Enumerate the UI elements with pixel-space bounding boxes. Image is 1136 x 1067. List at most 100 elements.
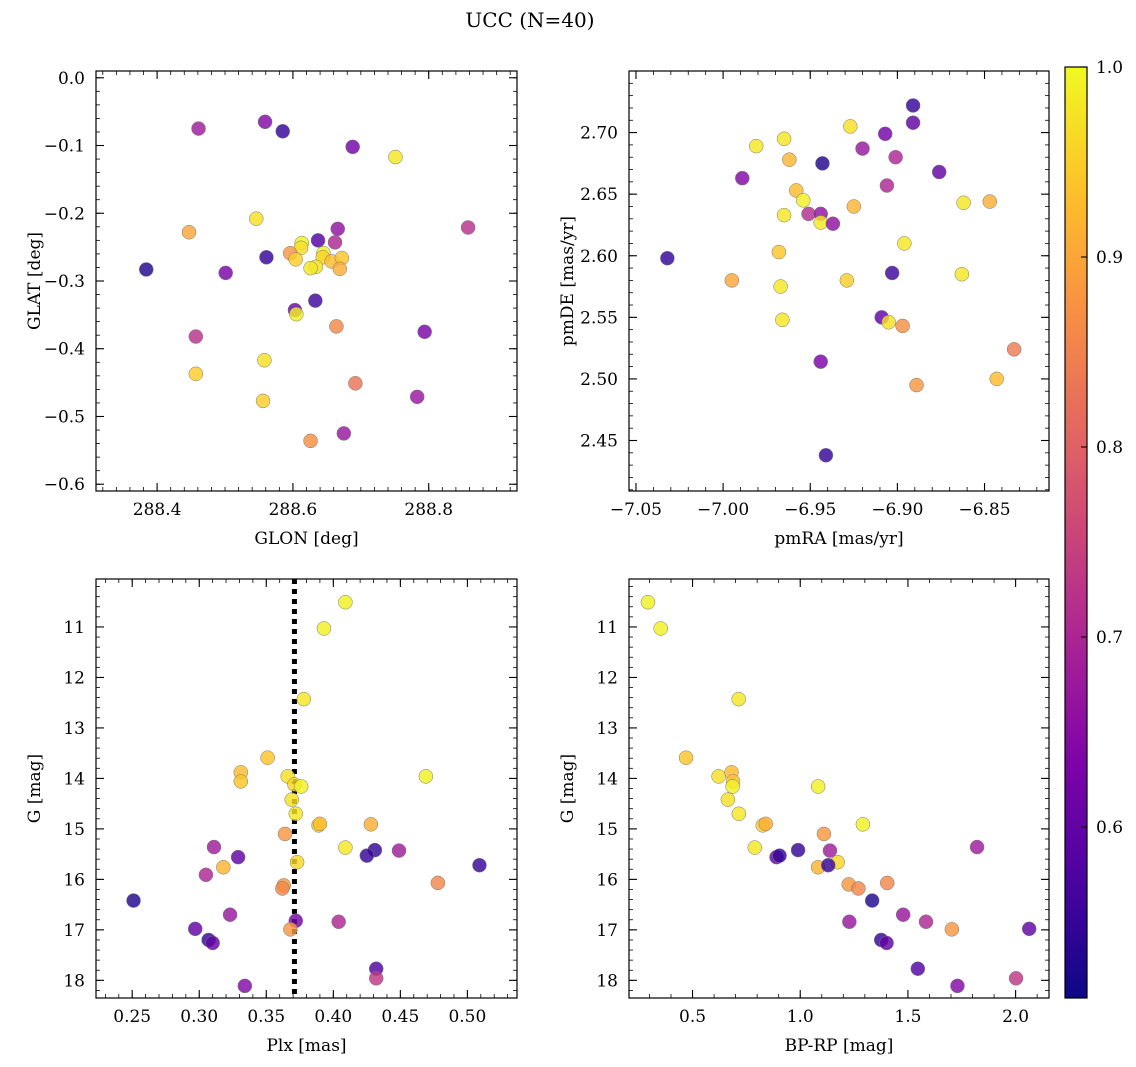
- data-point: [187, 921, 203, 937]
- y-tick-label: 15: [63, 820, 85, 840]
- data-point: [460, 220, 476, 235]
- y-tick-label: 2.60: [580, 247, 618, 267]
- data-point: [308, 293, 323, 308]
- data-point: [813, 215, 828, 230]
- x-tick-label: 1.5: [894, 1007, 921, 1027]
- data-point: [303, 433, 318, 449]
- data-point: [773, 279, 788, 294]
- x-tick-label: 288.6: [269, 500, 318, 520]
- data-point: [851, 881, 866, 896]
- data-point: [813, 354, 828, 369]
- data-point: [310, 233, 326, 248]
- data-point: [417, 324, 432, 340]
- data-point: [329, 319, 344, 334]
- data-point: [678, 750, 694, 765]
- data-point: [782, 152, 797, 167]
- data-point: [289, 306, 304, 322]
- data-point: [255, 393, 271, 409]
- data-point: [430, 875, 446, 891]
- data-point: [747, 840, 763, 855]
- x-tick-label: 0.50: [448, 1007, 486, 1027]
- data-point: [222, 907, 238, 922]
- data-point: [288, 806, 304, 821]
- data-point: [954, 266, 970, 282]
- data-point: [731, 691, 746, 707]
- data-point: [839, 273, 855, 288]
- data-point: [918, 914, 934, 930]
- data-point: [260, 750, 275, 765]
- data-point: [296, 691, 312, 707]
- data-point: [735, 170, 750, 186]
- data-point: [233, 774, 249, 789]
- data-point: [846, 199, 862, 214]
- data-point: [181, 224, 197, 240]
- y-tick-label: 17: [63, 921, 85, 941]
- data-point: [1008, 971, 1024, 986]
- data-point: [879, 875, 895, 891]
- data-point: [909, 377, 924, 393]
- data-point: [944, 922, 960, 937]
- data-point: [336, 426, 352, 441]
- y-tick-label: 0.0: [58, 69, 85, 89]
- data-point: [338, 594, 353, 610]
- data-point: [289, 854, 305, 870]
- data-point: [205, 935, 220, 951]
- data-point: [249, 211, 264, 226]
- x-tick-label: 0.45: [381, 1007, 419, 1027]
- y-tick-label: 17: [596, 921, 618, 941]
- data-point: [288, 252, 303, 267]
- data-point: [895, 318, 910, 334]
- y-tick-label: 13: [596, 719, 618, 739]
- panel-parallax-magnitude: 0.25 0.30 0.35 0.40 0.45 0.50 11 12 13 14 15 16 17 18…: [25, 578, 518, 1056]
- y-tick-label: −0.3: [44, 272, 85, 292]
- y-tick-label: −0.6: [44, 475, 85, 495]
- data-point: [283, 922, 298, 937]
- data-point: [881, 315, 896, 330]
- y-tick-label: 11: [596, 618, 618, 638]
- x-tick-label: 2.0: [1002, 1007, 1029, 1027]
- data-point: [884, 265, 900, 281]
- data-point: [1006, 342, 1022, 357]
- data-point: [368, 971, 384, 986]
- data-point: [359, 848, 375, 863]
- data-point: [810, 779, 826, 794]
- plot-frame: [95, 70, 518, 492]
- y-tick-label: 2.45: [580, 432, 618, 452]
- y-tick-label: 2.65: [580, 185, 618, 205]
- data-point: [818, 448, 834, 463]
- x-tick-label: −7.05: [610, 500, 662, 520]
- data-point: [711, 769, 726, 784]
- y-tick-label: 2.50: [580, 370, 618, 390]
- data-point: [931, 164, 947, 180]
- colorbar-tick-label: 0.8: [1096, 438, 1123, 458]
- plot-frame: [628, 578, 1050, 999]
- data-point: [259, 250, 274, 265]
- y-axis-label: GLAT [deg]: [25, 232, 45, 330]
- data-point: [472, 857, 487, 873]
- data-point: [409, 389, 425, 405]
- y-tick-label: 15: [596, 820, 618, 840]
- data-point: [969, 839, 985, 855]
- data-point: [332, 261, 348, 277]
- data-point: [257, 353, 272, 368]
- data-point: [842, 914, 857, 930]
- data-point: [982, 194, 997, 209]
- data-point: [191, 121, 206, 136]
- data-point: [796, 193, 811, 208]
- data-point: [275, 124, 290, 139]
- data-point: [877, 126, 893, 142]
- data-point: [312, 816, 328, 832]
- data-point: [316, 621, 332, 636]
- data-point: [822, 843, 838, 858]
- data-point: [897, 236, 912, 251]
- data-point: [879, 935, 894, 951]
- data-point: [275, 881, 290, 896]
- data-point: [653, 621, 668, 636]
- colorbar: 0.6 0.7 0.8 0.9 1.0: [1064, 58, 1123, 999]
- data-point: [776, 207, 792, 223]
- data-point: [989, 371, 1004, 387]
- data-point: [188, 329, 204, 344]
- data-point: [348, 376, 363, 391]
- x-tick-label: 1.0: [787, 1007, 814, 1027]
- data-point: [843, 119, 858, 134]
